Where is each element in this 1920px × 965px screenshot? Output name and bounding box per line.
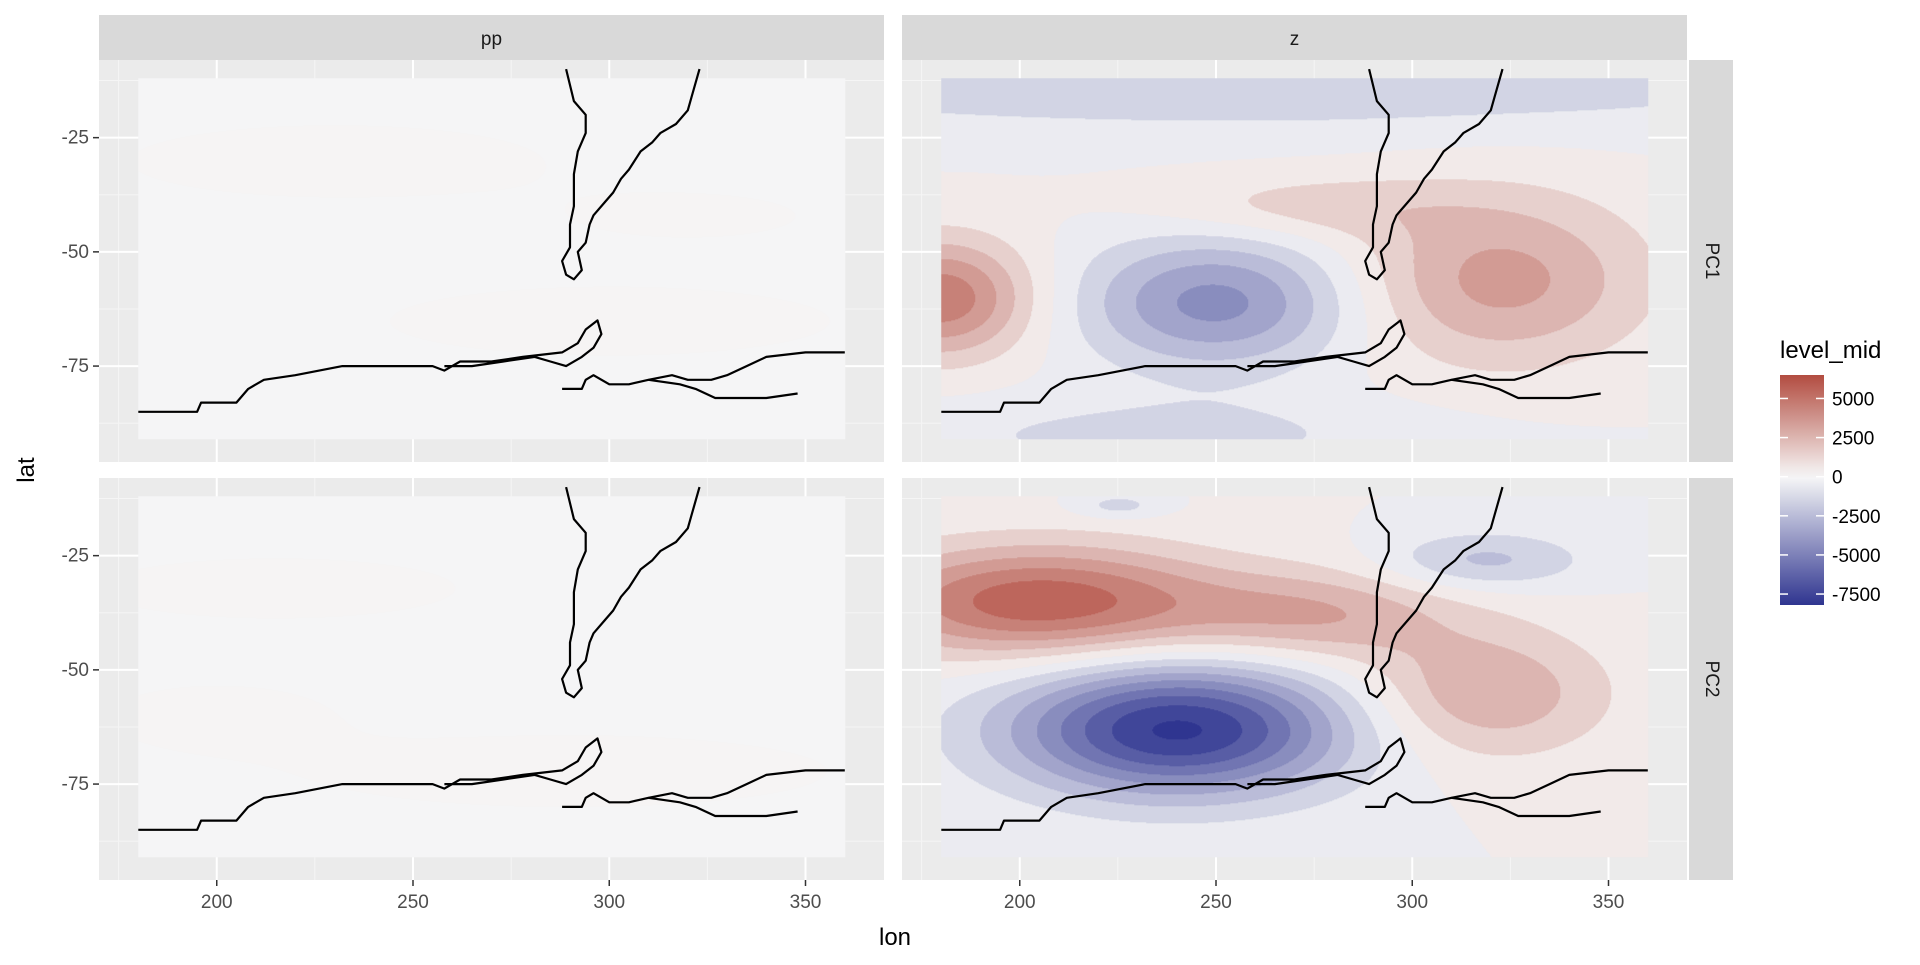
facet-strip-label-z: z — [1290, 29, 1300, 50]
legend: level_mid 5000 2500 0 -2500 -5000 -7500 — [1780, 337, 1881, 606]
legend-label: 2500 — [1832, 429, 1874, 450]
x-tick-label: 200 — [201, 892, 233, 913]
y-tick-label: -25 — [62, 546, 89, 567]
y-tick-label: -75 — [62, 774, 89, 795]
legend-colorbar — [1780, 375, 1824, 605]
panels-layer — [99, 60, 1687, 880]
legend-label: 0 — [1832, 468, 1843, 489]
x-tick-label: 350 — [790, 892, 822, 913]
y-tick-label: -75 — [62, 356, 89, 377]
panel-z-PC1 — [902, 60, 1687, 462]
legend-label: 5000 — [1832, 389, 1874, 410]
y-tick-label: -50 — [62, 660, 89, 681]
legend-title: level_mid — [1780, 337, 1881, 364]
x-tick-label: 300 — [593, 892, 625, 913]
y-axis-title: lat — [13, 457, 40, 483]
x-tick-label: 250 — [397, 892, 429, 913]
x-tick-label: 250 — [1200, 892, 1232, 913]
legend-label: -7500 — [1832, 585, 1881, 606]
facet-strip-label-pp: pp — [481, 29, 502, 50]
panel-z-PC2 — [902, 478, 1687, 880]
panel-pp-PC1 — [99, 60, 884, 462]
y-tick-label: -50 — [62, 242, 89, 263]
x-axis-title: lon — [879, 924, 911, 951]
contour-fill — [138, 496, 845, 857]
contour-fill — [941, 496, 1648, 857]
facet-strip-label-PC1: PC1 — [1701, 243, 1722, 280]
contour-fill — [941, 78, 1648, 439]
legend-label: -2500 — [1832, 507, 1881, 528]
x-tick-label: 200 — [1004, 892, 1036, 913]
x-tick-label: 350 — [1593, 892, 1625, 913]
panel-pp-PC2 — [99, 478, 884, 880]
x-tick-label: 300 — [1396, 892, 1428, 913]
facet-strip-label-PC2: PC2 — [1701, 661, 1722, 698]
legend-label: -5000 — [1832, 546, 1881, 567]
y-tick-label: -25 — [62, 128, 89, 149]
contour-fill — [138, 78, 845, 439]
